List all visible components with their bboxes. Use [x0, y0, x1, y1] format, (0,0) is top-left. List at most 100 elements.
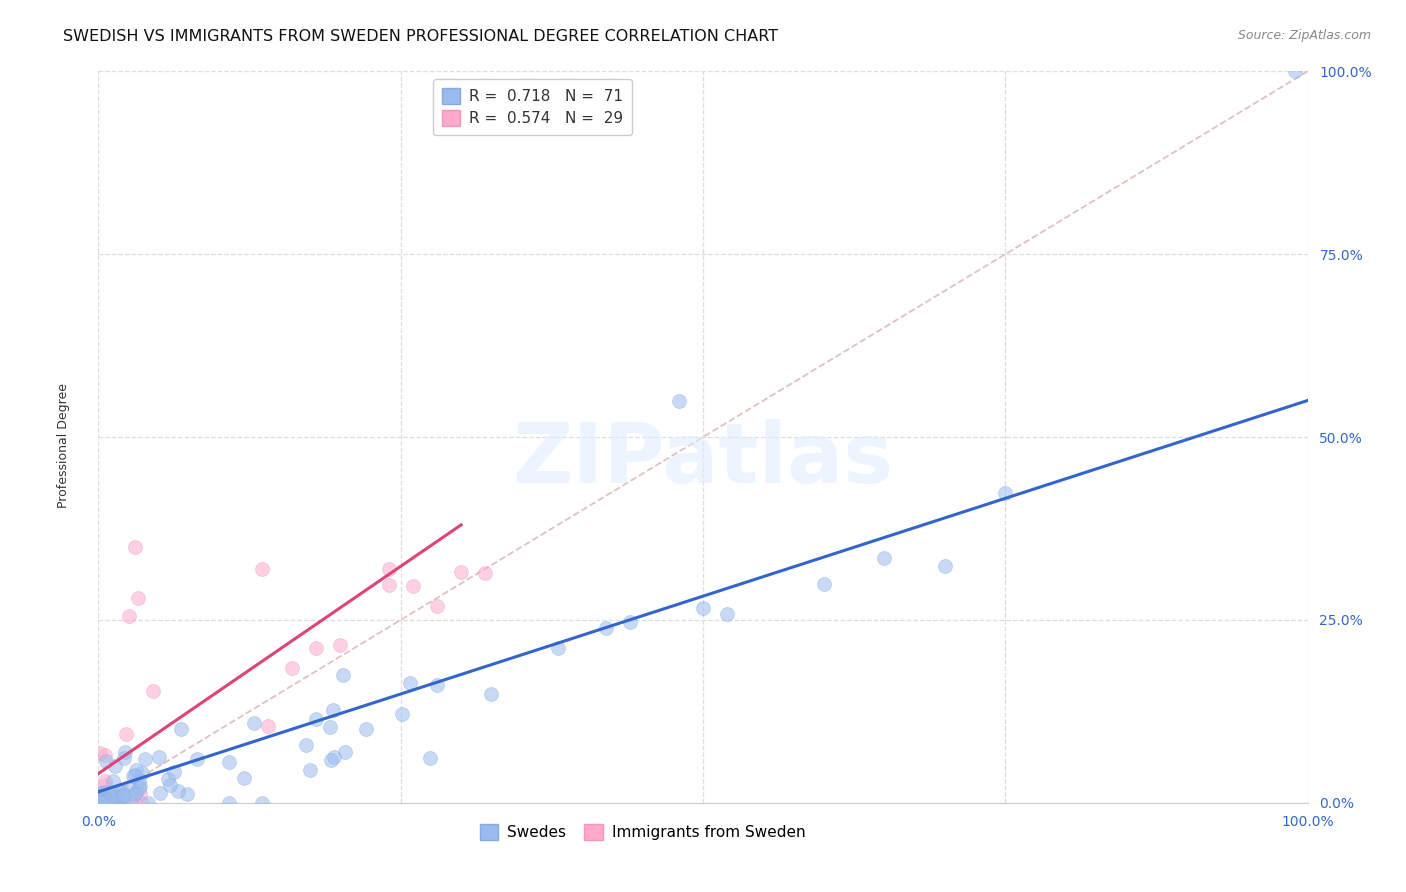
Point: [91, 794, 114, 808]
Point: [333, 745, 356, 759]
Point: [129, 779, 152, 793]
Point: [89, 795, 111, 809]
Point: [104, 759, 127, 773]
Point: [122, 796, 145, 810]
Text: ZIPatlas: ZIPatlas: [513, 418, 893, 500]
Point: [96, 796, 118, 810]
Point: [127, 591, 149, 605]
Point: [398, 675, 420, 690]
Point: [157, 772, 180, 786]
Point: [619, 615, 641, 630]
Point: [186, 752, 208, 766]
Point: [90, 791, 112, 805]
Point: [101, 773, 124, 788]
Point: [547, 641, 569, 656]
Point: [250, 796, 273, 810]
Point: [479, 687, 502, 701]
Point: [813, 576, 835, 591]
Point: [111, 784, 134, 798]
Point: [377, 562, 399, 576]
Point: [319, 752, 342, 766]
Point: [98, 791, 121, 805]
Point: [121, 769, 143, 783]
Point: [89, 794, 111, 808]
Point: [163, 765, 186, 780]
Legend: Swedes, Immigrants from Sweden: Swedes, Immigrants from Sweden: [474, 818, 811, 847]
Point: [595, 621, 617, 635]
Text: SWEDISH VS IMMIGRANTS FROM SWEDEN PROFESSIONAL DEGREE CORRELATION CHART: SWEDISH VS IMMIGRANTS FROM SWEDEN PROFES…: [63, 29, 779, 44]
Point: [167, 784, 190, 798]
Point: [323, 750, 346, 764]
Point: [402, 579, 425, 593]
Point: [94, 774, 117, 789]
Point: [100, 791, 122, 805]
Point: [124, 768, 146, 782]
Point: [91, 789, 114, 803]
Point: [131, 796, 153, 810]
Point: [128, 773, 150, 788]
Point: [115, 727, 138, 741]
Point: [131, 765, 153, 780]
Point: [89, 796, 111, 810]
Point: [105, 796, 128, 810]
Point: [125, 786, 148, 800]
Point: [90, 786, 112, 800]
Point: [93, 791, 115, 805]
Point: [111, 789, 134, 803]
Point: [299, 764, 322, 778]
Point: [256, 719, 278, 733]
Point: [104, 789, 127, 804]
Point: [176, 787, 198, 801]
Point: [128, 780, 150, 795]
Point: [118, 609, 141, 624]
Point: [124, 540, 146, 554]
Point: [934, 559, 956, 574]
Point: [159, 778, 181, 792]
Point: [873, 550, 896, 565]
Point: [250, 562, 273, 576]
Point: [96, 754, 118, 768]
Point: [218, 796, 240, 810]
Point: [377, 578, 399, 592]
Point: [105, 796, 128, 810]
Point: [112, 788, 135, 802]
Point: [142, 684, 165, 698]
Point: [994, 485, 1017, 500]
Point: [319, 720, 342, 734]
Point: [98, 786, 121, 800]
Point: [120, 796, 142, 810]
Point: [295, 738, 318, 752]
Point: [89, 788, 111, 802]
Point: [97, 796, 120, 810]
Point: [243, 716, 266, 731]
Point: [305, 712, 328, 726]
Point: [112, 751, 135, 765]
Point: [692, 601, 714, 615]
Point: [94, 748, 117, 763]
Point: [128, 787, 150, 801]
Point: [112, 796, 135, 810]
Point: [90, 791, 112, 805]
Point: [91, 795, 114, 809]
Point: [391, 707, 413, 722]
Point: [354, 722, 377, 736]
Point: [322, 703, 344, 717]
Point: [426, 599, 449, 613]
Point: [716, 607, 738, 622]
Point: [305, 641, 328, 656]
Point: [90, 796, 112, 810]
Point: [450, 565, 472, 579]
Point: [668, 393, 690, 408]
Point: [93, 779, 115, 793]
Point: [103, 789, 125, 804]
Point: [138, 796, 160, 810]
Point: [89, 747, 111, 761]
Point: [134, 752, 156, 766]
Point: [170, 722, 193, 736]
Point: [100, 796, 122, 810]
Point: [104, 796, 127, 810]
Text: Professional Degree: Professional Degree: [56, 384, 70, 508]
Point: [94, 785, 117, 799]
Point: [90, 796, 112, 810]
Point: [96, 793, 118, 807]
